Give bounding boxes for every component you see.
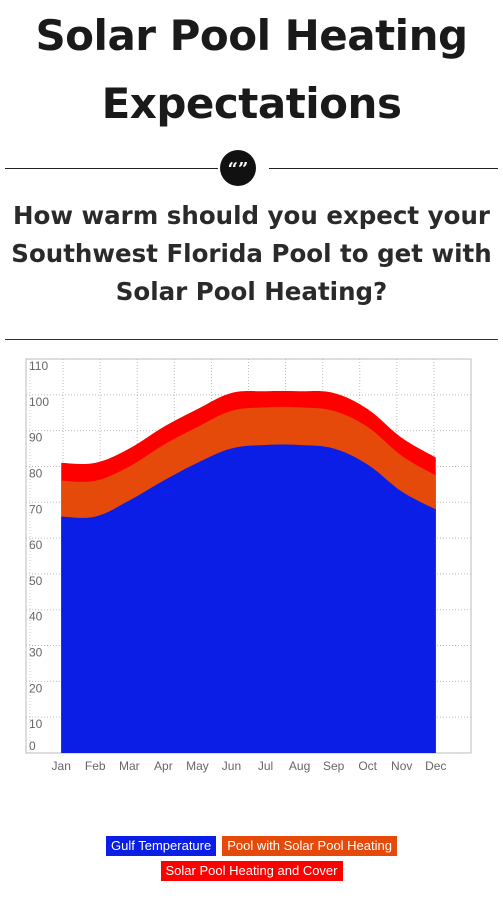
y-tick-label: 50 xyxy=(29,574,43,588)
chart-legend: Gulf Temperature Pool with Solar Pool He… xyxy=(0,836,503,886)
x-tick-label: Jun xyxy=(222,759,241,773)
legend-row-2: Solar Pool Heating and Cover xyxy=(0,861,503,881)
x-tick-label: Dec xyxy=(425,759,446,773)
x-tick-label: Sep xyxy=(323,759,345,773)
x-tick-label: Feb xyxy=(85,759,106,773)
y-tick-label: 30 xyxy=(29,646,43,660)
series-area-gulf-temperature xyxy=(61,444,436,753)
x-tick-label: Jan xyxy=(52,759,71,773)
x-tick-label: May xyxy=(186,759,209,773)
x-tick-label: Nov xyxy=(391,759,412,773)
legend-item-pool-solar-heating: Pool with Solar Pool Heating xyxy=(222,836,397,856)
chart-areas xyxy=(61,390,436,753)
title-line-2: Expectations xyxy=(101,79,402,128)
y-tick-label: 100 xyxy=(29,395,49,409)
y-tick-label: 60 xyxy=(29,538,43,552)
subtitle-line-1: How warm should you expect your xyxy=(12,201,490,230)
y-axis-ticks: 0 10 20 30 40 50 60 70 80 90 100 110 xyxy=(29,359,49,753)
page-title: Solar Pool Heating Expectations xyxy=(0,2,503,138)
legend-item-solar-heating-cover: Solar Pool Heating and Cover xyxy=(160,861,343,881)
section-divider xyxy=(5,339,498,340)
subtitle-line-3: Solar Pool Heating? xyxy=(115,277,388,306)
temperature-area-chart: 0 10 20 30 40 50 60 70 80 90 100 110 Jan Feb Mar Apr Ma… xyxy=(25,358,472,773)
x-axis-ticks: Jan Feb Mar Apr May Jun Jul Aug Sep Oct Nov Dec xyxy=(52,759,447,773)
legend-row-1: Gulf Temperature Pool with Solar Pool He… xyxy=(0,836,503,856)
x-tick-label: Oct xyxy=(358,759,377,773)
x-tick-label: Aug xyxy=(289,759,310,773)
x-tick-label: Jul xyxy=(258,759,273,773)
y-tick-label: 20 xyxy=(29,681,43,695)
divider-line-left xyxy=(5,168,218,169)
x-tick-label: Mar xyxy=(119,759,140,773)
y-tick-label: 110 xyxy=(29,359,48,373)
x-tick-label: Apr xyxy=(154,759,173,773)
y-tick-label: 70 xyxy=(29,502,43,516)
y-tick-label: 90 xyxy=(29,431,43,445)
y-tick-label: 0 xyxy=(29,739,36,753)
quote-divider: “” xyxy=(5,150,498,186)
quote-icon: “” xyxy=(220,150,256,186)
legend-item-gulf-temperature: Gulf Temperature xyxy=(106,836,217,856)
title-line-1: Solar Pool Heating xyxy=(35,11,468,60)
divider-line-right xyxy=(269,168,498,169)
y-tick-label: 10 xyxy=(29,717,43,731)
y-tick-label: 40 xyxy=(29,610,43,624)
subtitle-line-2: Southwest Florida Pool to get with xyxy=(11,239,492,268)
page-subtitle: How warm should you expect your Southwes… xyxy=(0,197,503,311)
y-tick-label: 80 xyxy=(29,466,43,480)
